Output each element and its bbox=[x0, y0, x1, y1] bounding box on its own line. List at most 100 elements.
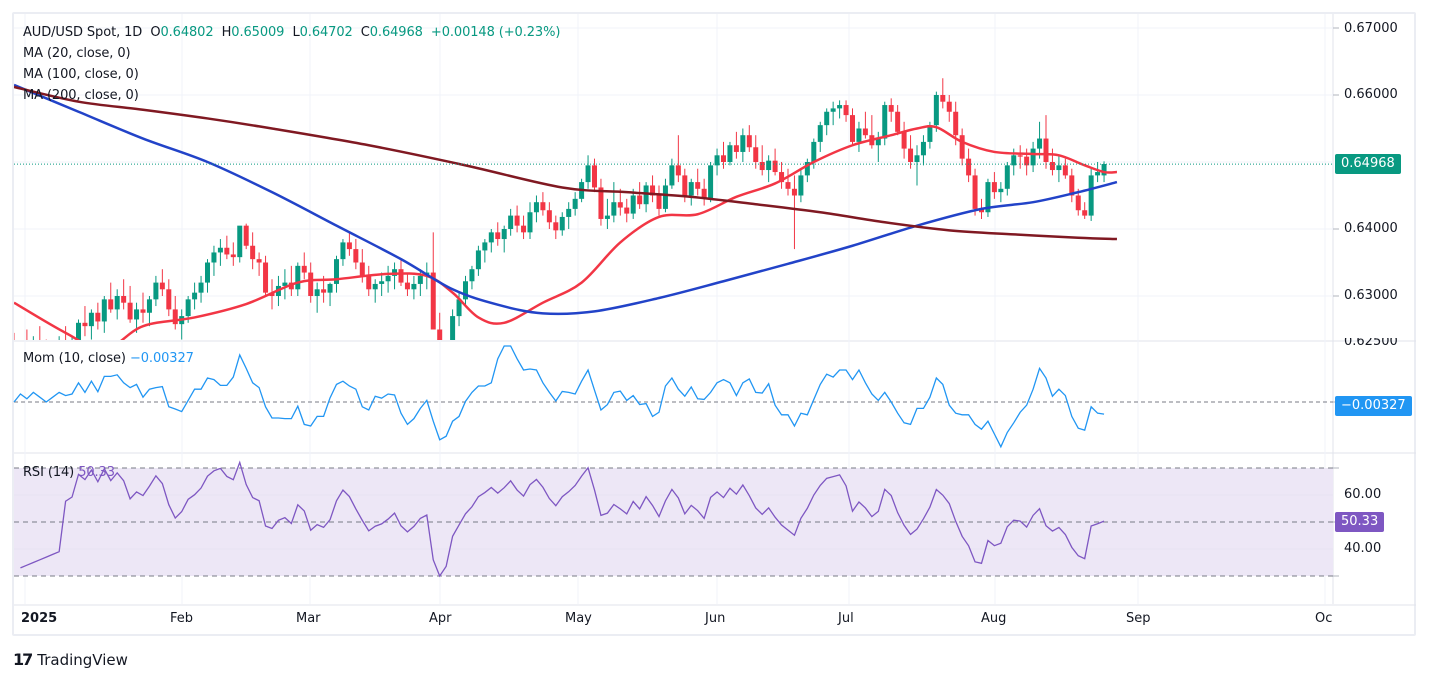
candle-body bbox=[1030, 148, 1036, 166]
candle-body bbox=[817, 125, 823, 142]
candle-body bbox=[766, 160, 772, 171]
ma20-legend[interactable]: MA (20, close, 0) bbox=[23, 46, 131, 61]
close-label: C bbox=[360, 25, 370, 40]
candle-body bbox=[553, 222, 559, 231]
tradingview-logo-icon: 17 bbox=[13, 650, 33, 669]
candle-body bbox=[759, 162, 765, 171]
candle-body bbox=[979, 208, 984, 213]
time-tick-jul: Jul bbox=[838, 611, 854, 626]
candle-body bbox=[1017, 155, 1023, 157]
candle-body bbox=[656, 195, 662, 209]
candle-body bbox=[753, 147, 759, 162]
candle-body bbox=[450, 316, 456, 340]
candle-body bbox=[230, 254, 236, 258]
candle-body bbox=[875, 138, 881, 146]
candle-body bbox=[585, 165, 591, 183]
candle-body bbox=[372, 283, 378, 290]
candle-body bbox=[514, 215, 520, 226]
candle-body bbox=[224, 247, 230, 255]
candle-body bbox=[927, 125, 933, 142]
candle-body bbox=[417, 275, 423, 284]
tradingview-logo[interactable]: 17 TradingView bbox=[13, 650, 128, 669]
candle-body bbox=[430, 272, 436, 330]
candle-body bbox=[811, 141, 817, 162]
candle-body bbox=[933, 95, 939, 126]
mom-label: Mom (10, close) bbox=[23, 351, 126, 366]
candle-body bbox=[76, 322, 81, 340]
ma200-legend[interactable]: MA (200, close, 0) bbox=[23, 88, 139, 103]
candle-body bbox=[920, 141, 926, 156]
time-tick-sep: Sep bbox=[1126, 611, 1151, 626]
mom-legend[interactable]: Mom (10, close) −0.00327 bbox=[23, 351, 194, 366]
candle-body bbox=[1043, 138, 1049, 162]
candle-body bbox=[282, 282, 288, 286]
candle-body bbox=[991, 182, 997, 193]
candle-body bbox=[134, 309, 140, 320]
price-tick-clipped-wrap: 0.62500 bbox=[1344, 338, 1398, 348]
candle-body bbox=[708, 165, 714, 199]
rsi-current-tag: 50.33 bbox=[1335, 512, 1385, 532]
candle-body bbox=[205, 262, 210, 283]
candle-body bbox=[843, 105, 849, 116]
candle-body bbox=[321, 289, 327, 293]
time-tick-may: May bbox=[565, 611, 592, 626]
candle-body bbox=[1082, 210, 1088, 216]
candle-body bbox=[314, 289, 320, 296]
candle-body bbox=[888, 105, 894, 112]
candle-body bbox=[572, 198, 578, 209]
candle-body bbox=[630, 195, 636, 214]
candle-body bbox=[527, 212, 533, 233]
candle-body bbox=[598, 187, 604, 219]
high-label: H bbox=[221, 25, 232, 40]
candle-body bbox=[101, 299, 107, 322]
candle-body bbox=[411, 283, 417, 290]
candle-body bbox=[695, 182, 701, 189]
candle-body bbox=[353, 249, 359, 263]
candle-body bbox=[198, 282, 204, 293]
candle-body bbox=[495, 232, 501, 240]
candle-body bbox=[1056, 165, 1062, 171]
candle-body bbox=[862, 128, 868, 136]
candle-body bbox=[334, 259, 339, 284]
candle-body bbox=[592, 165, 597, 188]
rsi-legend[interactable]: RSI (14) 50.33 bbox=[23, 465, 115, 480]
candle-body bbox=[669, 165, 675, 186]
open-value: 0.64802 bbox=[160, 25, 214, 40]
candle-body bbox=[475, 250, 481, 270]
high-value: 0.65009 bbox=[231, 25, 285, 40]
candle-body bbox=[488, 232, 494, 243]
candle-body bbox=[662, 185, 668, 209]
candle-body bbox=[243, 225, 249, 246]
symbol-legend: AUD/USD Spot, 1D O0.64802 H0.65009 L0.64… bbox=[23, 25, 560, 40]
candle-body bbox=[914, 155, 920, 162]
candle-body bbox=[643, 185, 649, 205]
candle-body bbox=[617, 202, 623, 208]
candle-body bbox=[108, 299, 114, 310]
candle-body bbox=[940, 95, 946, 102]
candle-body bbox=[740, 135, 746, 152]
candle-body bbox=[172, 309, 178, 325]
candle-body bbox=[340, 242, 346, 260]
candle-body bbox=[308, 272, 314, 296]
candle-body bbox=[70, 346, 75, 349]
low-label: L bbox=[292, 25, 300, 40]
candle-body bbox=[1024, 156, 1030, 166]
candle-body bbox=[82, 322, 88, 327]
ma200-line bbox=[14, 85, 1117, 241]
rsi-label: RSI (14) bbox=[23, 465, 75, 480]
rsi-tick-60: 60.00 bbox=[1344, 487, 1382, 502]
candle-body bbox=[785, 182, 791, 189]
candle-body bbox=[521, 225, 527, 233]
candle-body bbox=[146, 299, 152, 313]
candle-body bbox=[611, 202, 617, 216]
candle-body bbox=[385, 275, 391, 282]
ma100-legend[interactable]: MA (100, close, 0) bbox=[23, 67, 139, 82]
candle-body bbox=[985, 182, 991, 213]
candle-body bbox=[295, 265, 301, 290]
candle-body bbox=[263, 262, 269, 293]
mom-value: −0.00327 bbox=[129, 351, 194, 366]
candle-body bbox=[237, 225, 243, 258]
candle-body bbox=[1075, 195, 1081, 211]
candle-body bbox=[121, 296, 127, 303]
